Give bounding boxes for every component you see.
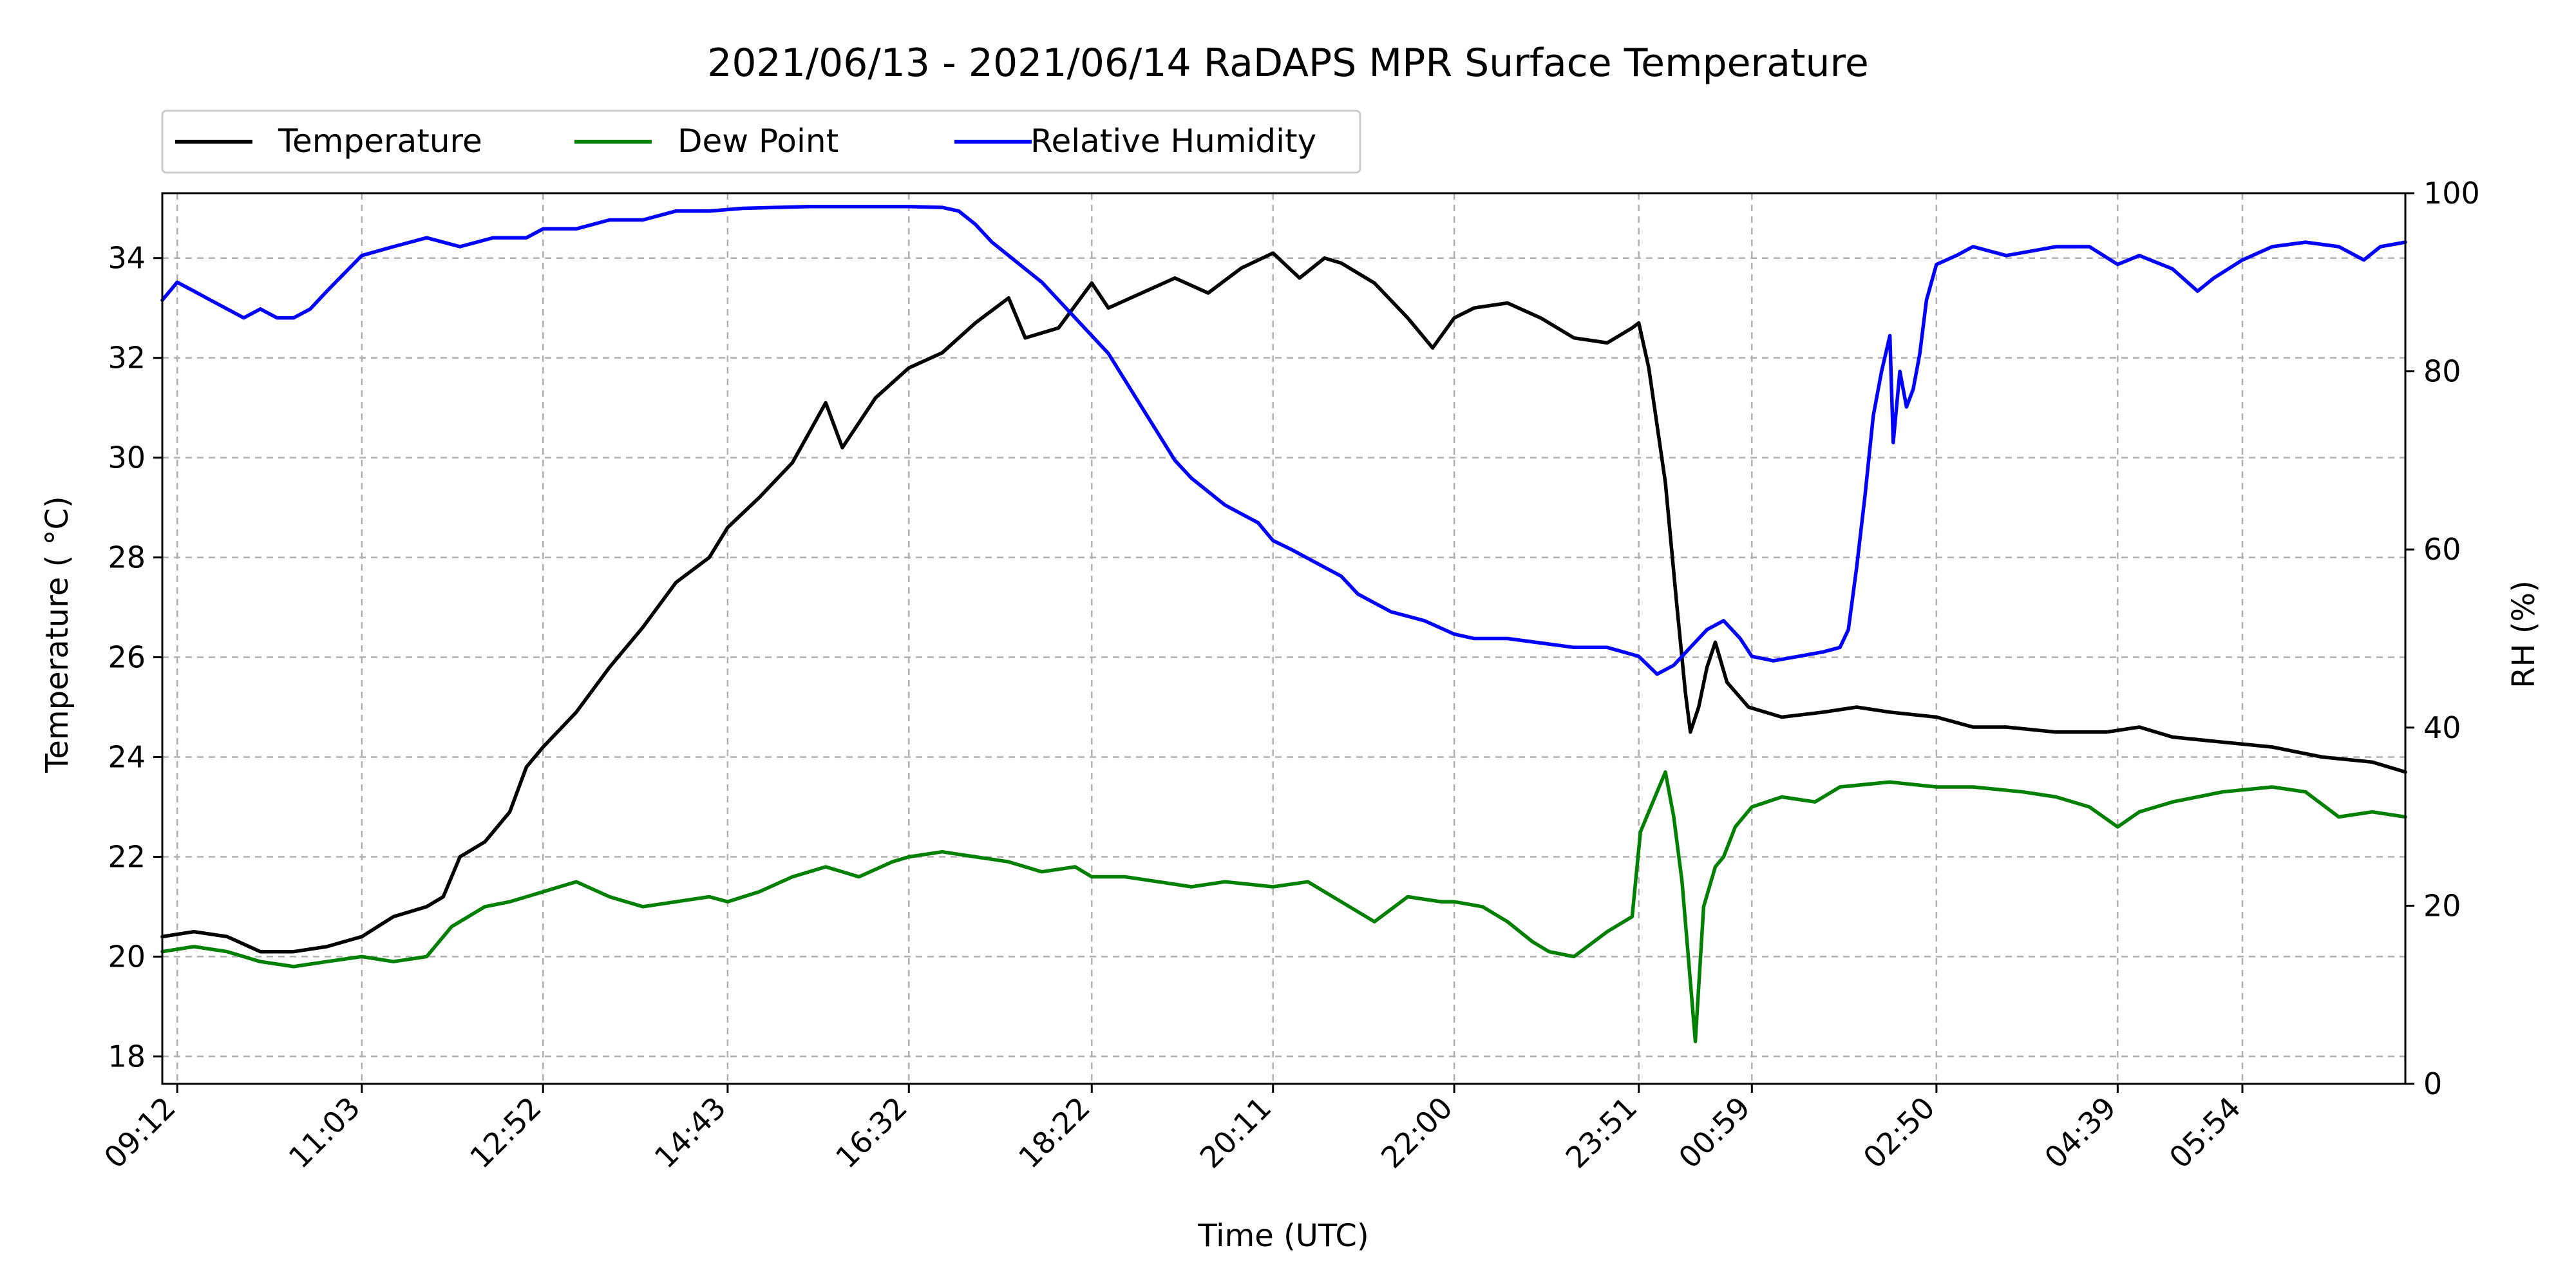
legend-label-dew-point: Dew Point	[677, 122, 838, 160]
x-tick-label: 18:22	[1012, 1090, 1097, 1175]
x-tick-label: 05:54	[2163, 1090, 2248, 1175]
plot-frame	[161, 192, 2407, 1085]
series-line-relative-humidity	[160, 204, 2407, 676]
series-group	[160, 204, 2407, 1043]
y-tick-label-left: 26	[108, 640, 146, 675]
y-tick-label-left: 24	[108, 740, 146, 775]
x-tick-label: 11:03	[282, 1090, 367, 1175]
grid	[162, 193, 2405, 1084]
axes	[161, 192, 2407, 1085]
series-line-dew-point	[160, 770, 2407, 1043]
series-line-temperature	[160, 251, 2407, 954]
y-tick-label-right: 0	[2423, 1066, 2442, 1101]
x-tick-label: 16:32	[829, 1090, 914, 1175]
chart-title: 2021/06/13 - 2021/06/14 RaDAPS MPR Surfa…	[707, 41, 1869, 86]
y-axis-label-right: RH (%)	[2506, 580, 2542, 688]
x-tick-label: 22:00	[1374, 1090, 1459, 1175]
y-tick-label-right: 40	[2423, 710, 2461, 745]
x-axis-label: Time (UTC)	[1197, 1218, 1368, 1254]
y-tick-label-left: 18	[108, 1039, 146, 1074]
legend: Temperature Dew Point Relative Humidity	[161, 109, 1361, 174]
x-tick-label: 02:50	[1857, 1090, 1942, 1175]
x-tick-label: 14:43	[648, 1090, 733, 1175]
y-axis-label-left: Temperature ( °C)	[39, 496, 75, 773]
y-tick-label-left: 34	[108, 241, 146, 276]
x-tick-label: 04:39	[2038, 1090, 2123, 1175]
y-tick-label-left: 32	[108, 341, 146, 375]
x-tick-label: 12:52	[463, 1090, 548, 1175]
x-tick-label: 20:11	[1193, 1090, 1278, 1175]
y-tick-label-right: 100	[2423, 176, 2480, 211]
y-tick-label-left: 20	[108, 939, 146, 974]
y-tick-label-right: 60	[2423, 532, 2461, 567]
y-tick-label-right: 80	[2423, 354, 2461, 389]
legend-box	[161, 109, 1361, 174]
ticks: 09:12 11:03 12:52 14:43 16:32 18:22 20:11 22:00…	[97, 176, 2480, 1175]
y-tick-label-left: 30	[108, 440, 146, 475]
y-tick-label-left: 28	[108, 540, 146, 575]
x-tick-label: 23:51	[1559, 1090, 1644, 1175]
y-tick-label-left: 22	[108, 839, 146, 874]
x-tick-label: 09:12	[97, 1090, 182, 1175]
legend-label-relative-humidity: Relative Humidity	[1030, 122, 1316, 160]
legend-label-temperature: Temperature	[278, 122, 482, 160]
x-tick-label: 00:59	[1672, 1090, 1757, 1175]
y-tick-label-right: 20	[2423, 888, 2461, 923]
